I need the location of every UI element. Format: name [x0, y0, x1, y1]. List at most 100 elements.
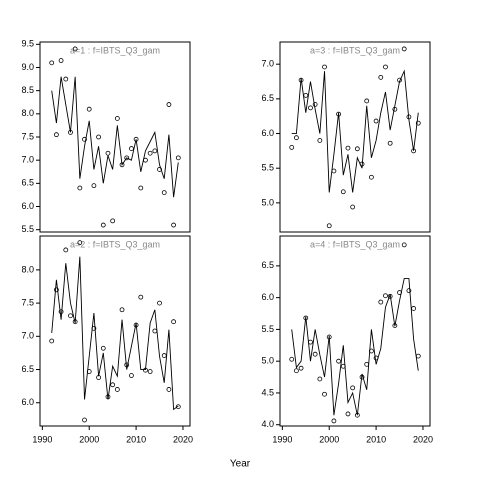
point [383, 293, 388, 299]
point [336, 358, 341, 364]
point [415, 353, 421, 359]
point [77, 240, 83, 246]
point [100, 345, 106, 351]
y-tick-label: 6.0 [261, 128, 274, 138]
y-tick-label: 5.0 [261, 356, 274, 366]
point [166, 387, 172, 392]
x-tick-label: 2000 [319, 434, 339, 444]
point [378, 74, 384, 80]
point [364, 361, 370, 367]
point [161, 190, 167, 196]
point [308, 339, 313, 345]
point [387, 140, 393, 146]
point [171, 319, 176, 325]
point [350, 204, 356, 210]
point [110, 382, 116, 388]
point [91, 183, 97, 189]
y-tick-label: 7.0 [261, 59, 274, 69]
x-tick-label: 2010 [366, 434, 386, 444]
point [312, 351, 318, 357]
point [147, 369, 153, 374]
point [58, 309, 64, 315]
point [289, 145, 295, 150]
x-tick-label: 1990 [272, 434, 292, 444]
point [58, 58, 64, 63]
point [294, 135, 299, 141]
y-tick-label: 6.5 [21, 364, 34, 374]
panel-title: a=3 : f=IBTS_Q3_gam [310, 45, 400, 55]
point [157, 300, 162, 306]
point [406, 288, 412, 294]
y-tick-label: 6.0 [21, 201, 34, 211]
point [72, 46, 78, 52]
panel-frame [39, 235, 191, 427]
point [49, 338, 55, 344]
y-tick-label: 5.5 [21, 224, 34, 234]
point [312, 102, 318, 107]
point [129, 146, 134, 151]
point [373, 118, 379, 124]
y-tick-label: 7.0 [21, 331, 34, 341]
point [54, 132, 59, 138]
point [298, 365, 304, 371]
point [331, 168, 337, 174]
x-tick-label: 2010 [126, 434, 146, 444]
point [96, 134, 101, 140]
point [105, 150, 111, 156]
point [138, 294, 144, 300]
point [383, 64, 388, 70]
point [161, 353, 167, 358]
point [289, 356, 295, 362]
point [129, 373, 134, 378]
point [354, 146, 360, 152]
point [166, 102, 172, 107]
point [322, 391, 327, 397]
y-tick-label: 7.0 [21, 155, 34, 165]
point [303, 92, 309, 98]
fit-line [51, 256, 179, 411]
fit-line [51, 76, 179, 198]
point [138, 185, 144, 191]
point [86, 106, 92, 112]
point [175, 155, 181, 161]
point [82, 136, 87, 142]
x-axis-label: Year [230, 459, 251, 470]
point [63, 247, 69, 253]
fit-line [291, 69, 419, 193]
point [378, 299, 384, 305]
point [308, 105, 313, 111]
point [331, 418, 337, 424]
point [401, 242, 407, 248]
point [152, 328, 158, 334]
point [147, 150, 153, 156]
y-tick-label: 6.5 [21, 178, 34, 188]
y-tick-label: 9.5 [21, 39, 34, 49]
y-tick-label: 6.5 [261, 260, 274, 270]
fit-line [291, 278, 419, 416]
panel-frame [279, 235, 431, 427]
point [345, 411, 351, 417]
panel-title: a=4 : f=IBTS_Q3_gam [310, 239, 400, 249]
point [415, 120, 421, 126]
y-tick-label: 5.0 [261, 197, 274, 207]
y-tick-label: 7.5 [21, 297, 34, 307]
point [411, 306, 416, 311]
point [54, 287, 59, 293]
x-tick-label: 1990 [32, 434, 52, 444]
y-tick-label: 6.5 [261, 93, 274, 103]
x-tick-label: 2020 [173, 434, 193, 444]
y-tick-label: 6.0 [261, 292, 274, 302]
point [124, 155, 130, 161]
point [110, 218, 116, 224]
point [68, 313, 73, 319]
point [171, 222, 176, 228]
y-tick-label: 6.0 [21, 397, 34, 407]
point [152, 148, 158, 154]
point [100, 222, 106, 228]
y-tick-label: 4.5 [261, 387, 274, 397]
point [317, 376, 323, 382]
point [317, 138, 323, 143]
y-tick-label: 7.5 [21, 131, 34, 141]
panel-frame [279, 41, 431, 233]
